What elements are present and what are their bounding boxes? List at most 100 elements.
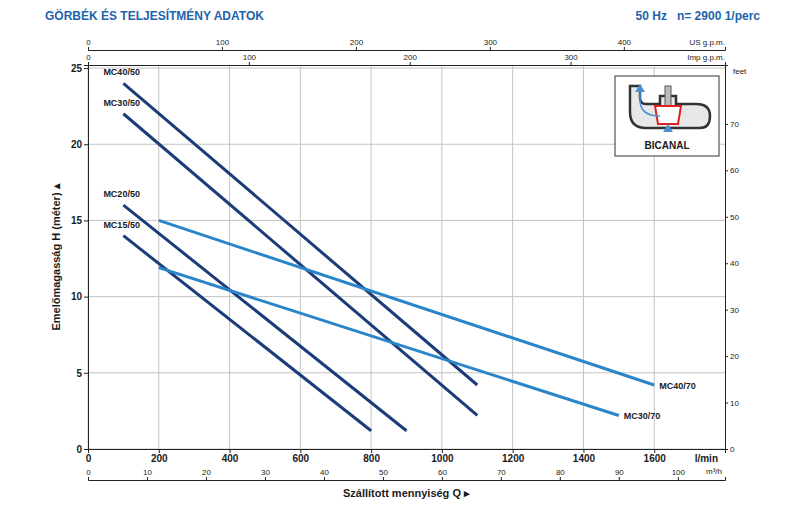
grid-line (88, 220, 725, 221)
inset-impeller (655, 106, 681, 124)
tick-label: 0 (76, 444, 82, 455)
tick: 200 (350, 38, 364, 50)
tick-label: 25 (71, 63, 83, 74)
tick-mark (265, 477, 266, 480)
grid (88, 65, 725, 449)
x2-axis-title: m³/h (706, 467, 722, 476)
tick-label: 60 (730, 166, 739, 175)
tick-mark (725, 124, 728, 125)
plot-area (88, 65, 725, 449)
tick-mark (725, 263, 728, 264)
tick-label: 50 (730, 213, 739, 222)
tick: 50 (379, 468, 388, 480)
tick-mark (88, 62, 89, 65)
grid-line (583, 65, 584, 449)
tick-label: 10 (730, 399, 739, 408)
tick: 40 (320, 468, 329, 480)
tick: 0 (86, 468, 91, 480)
tick: 0 (86, 449, 92, 464)
tick-mark (501, 477, 502, 480)
grid-line (441, 65, 442, 449)
x3-axis-title: US g.p.m. (689, 38, 725, 47)
tick-mark (356, 47, 357, 50)
tick-label: 300 (484, 38, 498, 47)
tick-label: 30 (261, 468, 270, 477)
series-label: MC15/50 (103, 220, 140, 230)
tick: 30 (261, 468, 270, 480)
curve (123, 114, 477, 416)
tick: 10 (725, 399, 739, 408)
tick-label: 100 (672, 468, 686, 477)
axis: 010203040506070 (725, 66, 739, 455)
tick: 400 (618, 38, 632, 50)
x-axis-title: Szállított mennyiség Q ▸ (343, 487, 470, 499)
tick-label: 60 (438, 468, 447, 477)
tick-mark (678, 477, 679, 480)
tick-mark (725, 217, 728, 218)
curve (123, 205, 406, 431)
grid-line (88, 296, 725, 297)
tick-label: 40 (320, 468, 329, 477)
tick: 25 (71, 63, 88, 74)
series-label: MC20/50 (103, 189, 140, 199)
tick: 0 (86, 53, 91, 65)
tick: 20 (202, 468, 211, 480)
inset-frame (615, 76, 719, 156)
axis-line (726, 66, 729, 450)
tick: 200 (151, 449, 168, 464)
tick-label: 1600 (644, 453, 667, 464)
tick-label: 10 (71, 291, 83, 302)
axis-line (89, 450, 726, 454)
axis-line (89, 62, 726, 66)
tick: 200 (404, 53, 418, 65)
x-unit: l/min (695, 453, 718, 464)
tick-label: 90 (615, 468, 624, 477)
tick-mark (88, 477, 89, 480)
y2-axis-title: feet (733, 67, 747, 76)
tick-label: 200 (350, 38, 364, 47)
tick-mark (206, 477, 207, 480)
tick: 0 (86, 38, 91, 50)
tick: 80 (556, 468, 565, 480)
tick-mark (84, 68, 88, 69)
curve (123, 83, 477, 385)
tick: 20 (725, 352, 739, 361)
tick-mark (560, 477, 561, 480)
tick-label: 1000 (431, 453, 454, 464)
tick-mark (383, 477, 384, 480)
tick: 5 (76, 368, 88, 379)
inset (615, 76, 719, 156)
tick-mark (725, 310, 728, 311)
tick: 1600 (644, 449, 667, 464)
x4-axis-title: Imp g.p.m. (687, 53, 725, 62)
curve (159, 220, 654, 385)
tick-mark (725, 403, 728, 404)
tick-label: 20 (202, 468, 211, 477)
tick: 90 (615, 468, 624, 480)
curve (159, 268, 619, 416)
tick-label: 0 (86, 453, 92, 464)
series-group (123, 83, 654, 430)
axis: 0102030405060708090100 (86, 468, 725, 481)
tick: 40 (725, 259, 739, 268)
tick: 1200 (502, 449, 525, 464)
tick-mark (222, 47, 223, 50)
tick-mark (410, 62, 411, 65)
tick-label: 20 (71, 139, 83, 150)
tick: 10 (143, 468, 152, 480)
tick-label: 200 (404, 53, 418, 62)
tick-mark (725, 356, 728, 357)
axis-line (89, 47, 726, 51)
tick: 300 (564, 53, 578, 65)
tick-label: 20 (730, 352, 739, 361)
inset-housing (630, 86, 710, 128)
axis: 0100200300 (86, 53, 725, 66)
grid-line (88, 68, 725, 69)
tick-label: 5 (76, 368, 82, 379)
tick-mark (725, 170, 728, 171)
series-label: MC40/70 (659, 381, 696, 391)
inset-arrow (663, 124, 673, 132)
tick: 100 (672, 468, 686, 480)
series-label: MC30/70 (624, 411, 661, 421)
tick: 100 (216, 38, 230, 50)
